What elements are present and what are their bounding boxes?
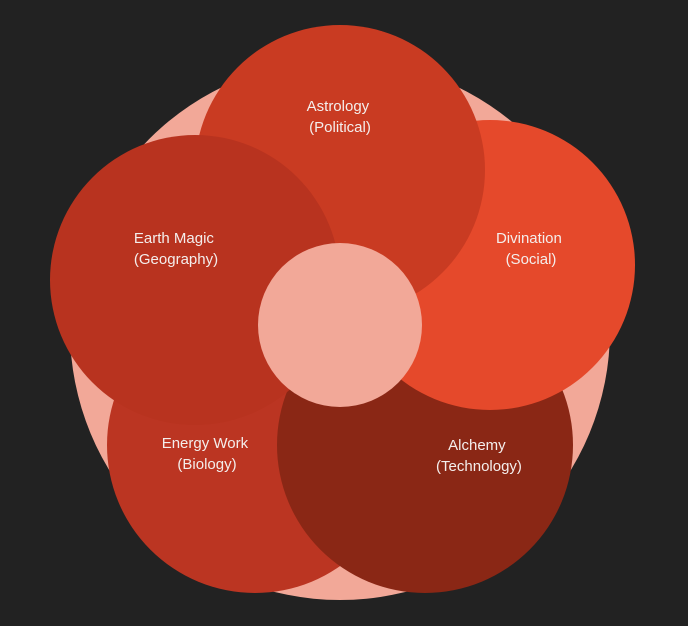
astrology-label: Astrology (Political) bbox=[307, 98, 374, 136]
alchemy-label: Alchemy (Technology) bbox=[436, 437, 522, 475]
earth-magic-title: Earth Magic bbox=[134, 230, 215, 247]
alchemy-title: Alchemy bbox=[448, 437, 506, 454]
energy-work-label: Energy Work (Biology) bbox=[162, 435, 253, 473]
earth-magic-subtitle: (Geography) bbox=[134, 251, 218, 268]
alchemy-subtitle: (Technology) bbox=[436, 458, 522, 475]
energy-work-title: Energy Work bbox=[162, 435, 249, 452]
divination-label: Divination (Social) bbox=[496, 230, 566, 268]
energy-work-subtitle: (Biology) bbox=[177, 456, 236, 473]
divination-title: Divination bbox=[496, 230, 562, 247]
center-overlap-circle bbox=[258, 243, 422, 407]
astrology-subtitle: (Political) bbox=[309, 119, 371, 136]
astrology-title: Astrology bbox=[307, 98, 370, 115]
petal-labels: Astrology (Political) Earth Magic (Geogr… bbox=[134, 98, 566, 475]
earth-magic-label: Earth Magic (Geography) bbox=[134, 230, 218, 268]
divination-subtitle: (Social) bbox=[506, 251, 557, 268]
